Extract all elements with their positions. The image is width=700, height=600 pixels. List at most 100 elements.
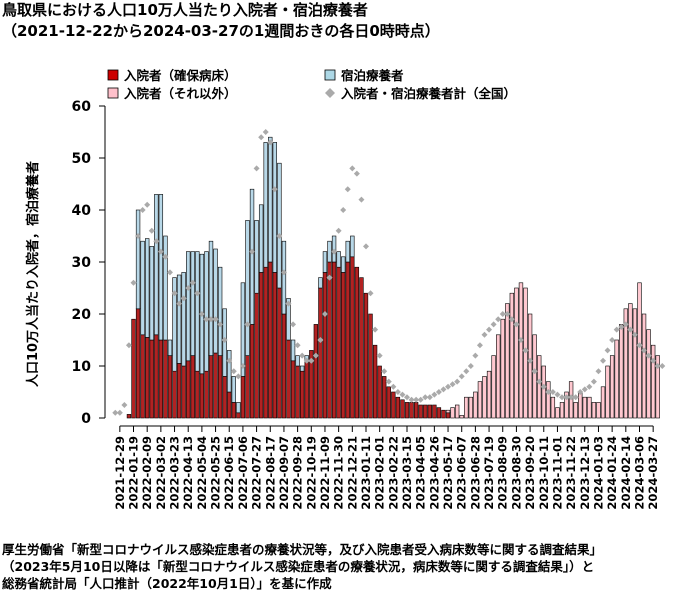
national-point	[381, 368, 388, 375]
national-point	[458, 373, 465, 380]
bar-segment	[322, 251, 328, 273]
bar-segment	[281, 240, 287, 315]
national-point	[426, 394, 433, 401]
national-point	[440, 386, 447, 393]
bar-segment	[619, 324, 624, 419]
bar-segment	[254, 220, 259, 294]
bar-segment	[546, 381, 551, 419]
national-point	[431, 391, 438, 398]
bar-segment	[145, 238, 150, 338]
national-points-layer	[112, 129, 666, 416]
bar-segment	[518, 282, 524, 419]
bar-segment	[550, 396, 556, 419]
national-point	[121, 402, 128, 408]
x-tick-label: 2023-09-20	[523, 436, 537, 510]
bar-segment	[578, 391, 583, 419]
bar-segment	[432, 404, 437, 419]
national-point	[153, 238, 160, 245]
x-tick-label: 2022-05-04	[195, 436, 209, 510]
national-point	[362, 243, 369, 250]
national-point	[659, 363, 666, 369]
bar-segment	[363, 292, 369, 419]
bar-segment	[272, 142, 277, 273]
national-point	[495, 316, 502, 323]
national-point	[563, 394, 570, 401]
x-tick-label: 2023-04-26	[427, 436, 441, 510]
national-point	[185, 285, 192, 291]
bar-segment	[350, 256, 355, 419]
x-tick-label: 2023-02-01	[373, 436, 387, 510]
bar-segment	[295, 355, 300, 367]
bar-segment	[327, 261, 332, 419]
national-point	[558, 394, 565, 401]
bar-segment	[382, 376, 387, 419]
bar-segment	[190, 251, 195, 356]
national-point	[176, 300, 183, 307]
national-point	[404, 394, 411, 401]
national-point	[162, 253, 169, 260]
bar-segment	[135, 209, 141, 310]
bar-segment	[587, 396, 592, 419]
bar-segment	[477, 381, 483, 419]
national-point	[554, 391, 561, 398]
bar-segment	[331, 261, 337, 419]
national-point	[572, 394, 579, 401]
bar-segment	[213, 352, 218, 419]
bar-segment	[199, 373, 205, 419]
bar-segment	[436, 407, 442, 419]
national-point	[239, 363, 246, 369]
national-point	[249, 248, 256, 255]
y-axis: 0 10 20 30 40 50 60	[72, 99, 106, 427]
national-point	[294, 342, 301, 349]
national-point	[531, 368, 538, 375]
national-point	[399, 391, 406, 398]
y-tick-label: 20	[72, 307, 92, 323]
national-point	[631, 331, 638, 338]
bar-segment	[149, 339, 154, 419]
national-point	[166, 269, 173, 276]
bar-segment	[227, 391, 232, 419]
national-point	[622, 321, 629, 328]
bar-segment	[154, 194, 159, 336]
bar-segment	[213, 248, 218, 354]
bar-segment	[158, 339, 164, 419]
bar-segment	[227, 350, 232, 393]
x-tick-label: 2022-08-17	[263, 436, 277, 510]
bar-segment	[126, 414, 132, 419]
national-point	[171, 290, 178, 297]
bar-segment	[322, 272, 328, 419]
bar-segment	[158, 194, 164, 341]
bar-segment	[341, 272, 346, 419]
bar-segment	[582, 396, 587, 419]
national-point	[230, 368, 237, 375]
bar-segment	[163, 339, 168, 419]
x-tick-label: 2024-03-27	[646, 436, 660, 510]
bar-segment	[573, 402, 578, 419]
national-point	[408, 396, 415, 403]
bar-segment	[140, 334, 145, 419]
bar-segment	[427, 404, 432, 419]
legend-label: 入院者・宿泊療養者計（全国）	[341, 86, 516, 101]
bar-segment	[195, 370, 200, 419]
x-tick-label: 2022-11-30	[332, 436, 346, 510]
national-point	[517, 337, 524, 343]
bar-segment	[646, 329, 651, 419]
x-tick-label: 2022-07-06	[236, 436, 250, 510]
source-note-line: （2023年5月10日以降は「新型コロナウイルス感染症患者の療養状況，病床数等に…	[2, 559, 595, 574]
bar-layer	[126, 136, 660, 419]
x-tick-label: 2023-04-05	[414, 436, 428, 510]
bar-segment	[537, 355, 542, 419]
bar-segment	[313, 324, 319, 419]
bar-segment	[650, 344, 656, 419]
bar-segment	[231, 402, 236, 419]
national-point	[590, 378, 597, 385]
x-tick-label: 2024-01-24	[605, 436, 619, 510]
bar-segment	[254, 292, 259, 419]
bar-segment	[318, 287, 323, 419]
x-tick-label: 2023-08-09	[496, 436, 510, 510]
national-point	[490, 321, 497, 328]
x-tick-label: 2024-02-14	[619, 436, 633, 510]
national-point	[290, 321, 297, 328]
national-point	[203, 316, 210, 323]
national-point	[139, 207, 146, 213]
